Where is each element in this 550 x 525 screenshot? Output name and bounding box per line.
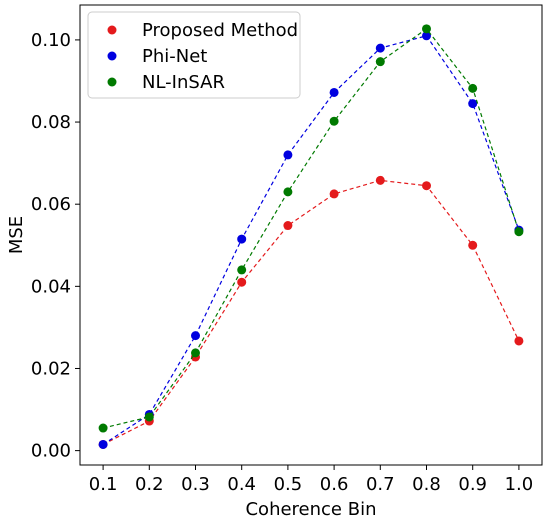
data-point — [237, 265, 247, 275]
x-tick-label: 0.3 — [181, 474, 210, 495]
data-point — [283, 150, 293, 160]
data-point — [283, 187, 293, 197]
series-layer — [98, 24, 524, 449]
x-axis: 0.1 0.2 0.3 0.4 0.5 0.6 0.7 0.8 0.9 1.0 — [89, 465, 533, 495]
legend-box — [87, 11, 301, 99]
data-point — [514, 336, 524, 346]
y-tick-label: 0.10 — [31, 30, 71, 51]
x-axis-label: Coherence Bin — [245, 499, 376, 520]
legend-label: NL-InSAR — [142, 72, 225, 93]
data-point — [283, 221, 293, 231]
data-point — [191, 348, 200, 358]
legend-label: Proposed Method — [142, 20, 298, 41]
series-2 — [98, 24, 524, 433]
x-tick-label: 1.0 — [505, 474, 534, 495]
legend-marker — [107, 25, 117, 35]
data-point — [329, 116, 339, 126]
y-tick-label: 0.02 — [31, 358, 71, 379]
data-point — [329, 87, 339, 97]
x-tick-label: 0.5 — [274, 474, 303, 495]
y-axis: 0.00 0.02 0.04 0.06 0.08 0.10 — [31, 30, 80, 462]
x-tick-label: 0.8 — [412, 474, 441, 495]
y-tick-label: 0.04 — [31, 276, 71, 297]
data-point — [422, 24, 431, 34]
data-point — [422, 31, 431, 41]
data-point — [375, 57, 385, 67]
data-point — [468, 99, 478, 109]
y-axis-label: MSE — [6, 216, 27, 254]
data-point — [191, 331, 200, 341]
series-line — [102, 35, 520, 445]
y-tick-label: 0.08 — [31, 112, 71, 133]
legend-marker — [107, 51, 117, 61]
x-tick-label: 0.1 — [89, 474, 118, 495]
data-point — [237, 277, 247, 287]
x-tick-label: 0.4 — [227, 474, 256, 495]
x-tick-label: 0.9 — [458, 474, 487, 495]
y-tick-label: 0.00 — [31, 441, 71, 462]
legend-marker — [107, 77, 117, 87]
data-point — [375, 175, 385, 185]
series-line — [102, 179, 520, 445]
x-tick-label: 0.7 — [366, 474, 395, 495]
data-point — [237, 234, 247, 244]
x-tick-label: 0.6 — [320, 474, 349, 495]
data-point — [468, 240, 478, 250]
y-tick-label: 0.06 — [31, 194, 71, 215]
x-tick-label: 0.2 — [135, 474, 164, 495]
data-point — [98, 423, 108, 433]
data-point — [329, 189, 339, 199]
data-point — [144, 412, 154, 422]
series-line — [102, 27, 520, 429]
data-point — [375, 43, 385, 53]
legend: Proposed Method Phi-Net NL-InSAR — [87, 11, 301, 99]
data-point — [468, 83, 478, 93]
data-point — [422, 181, 431, 191]
data-point — [98, 439, 108, 449]
data-point — [514, 227, 524, 237]
legend-label: Phi-Net — [142, 46, 207, 67]
